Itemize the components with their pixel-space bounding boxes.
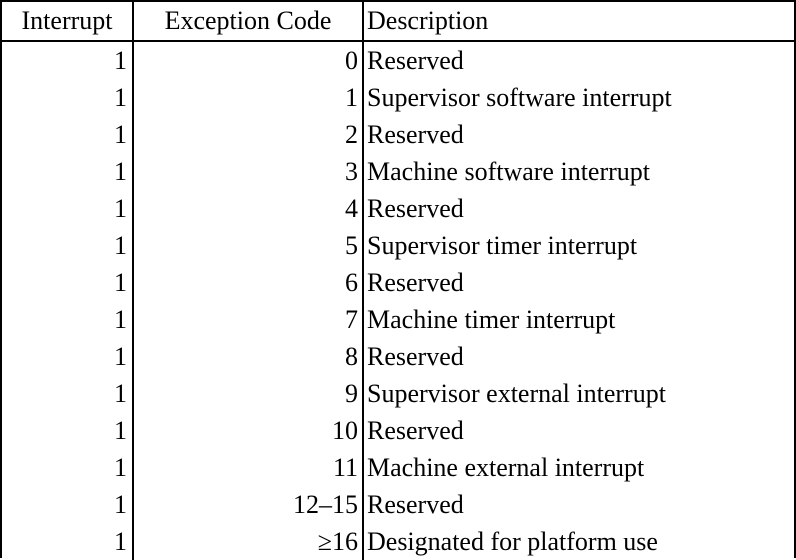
- description-cell: Designated for platform use: [367, 527, 658, 556]
- interrupt-cell: 1: [2, 523, 134, 560]
- table-row: 1 0 Reserved: [2, 41, 794, 79]
- table-row: 1 12–15 Reserved: [2, 486, 794, 523]
- interrupt-cell: 1: [2, 301, 134, 338]
- interrupt-cell: 1: [2, 41, 134, 79]
- table-row: 1 5 Supervisor timer interrupt: [2, 227, 794, 264]
- description-cell: Supervisor timer interrupt: [367, 231, 638, 260]
- table-row: 1 4 Reserved: [2, 190, 794, 227]
- exception-code-cell: 12–15: [133, 486, 364, 523]
- description-cell: Reserved: [367, 416, 464, 445]
- exception-code-cell: ≥16: [133, 523, 364, 560]
- table-row: 1 1 Supervisor software interrupt: [2, 79, 794, 116]
- interrupt-cell: 1: [2, 412, 134, 449]
- description-cell: Machine software interrupt: [367, 157, 651, 186]
- description-cell: Machine timer interrupt: [367, 305, 616, 334]
- table-row: 1 3 Machine software interrupt: [2, 153, 794, 190]
- interrupt-cell: 1: [2, 338, 134, 375]
- interrupt-cell: 1: [2, 190, 134, 227]
- exception-code-cell: 11: [133, 449, 364, 486]
- exception-code-cell: 2: [133, 116, 364, 153]
- interrupt-cell: 1: [2, 79, 134, 116]
- exception-code-cell: 9: [133, 375, 364, 412]
- table-row: 1 ≥16 Designated for platform use: [2, 523, 794, 560]
- interrupt-cell: 1: [2, 486, 134, 523]
- interrupt-cell: 1: [2, 264, 134, 301]
- description-cell: Reserved: [367, 268, 464, 297]
- interrupt-cell: 1: [2, 153, 134, 190]
- description-cell: Supervisor external interrupt: [367, 379, 666, 408]
- interrupt-cell: 1: [2, 375, 134, 412]
- table-row: 1 7 Machine timer interrupt: [2, 301, 794, 338]
- table-row: 1 8 Reserved: [2, 338, 794, 375]
- table-row: 1 10 Reserved: [2, 412, 794, 449]
- description-cell: Reserved: [367, 490, 464, 519]
- table-row: 1 11 Machine external interrupt: [2, 449, 794, 486]
- description-cell: Reserved: [367, 46, 464, 75]
- header-description: Description: [363, 2, 794, 42]
- description-cell: Supervisor software interrupt: [367, 83, 672, 112]
- exception-code-cell: 5: [133, 227, 364, 264]
- exception-code-cell: 1: [133, 79, 364, 116]
- exception-code-cell: 3: [133, 153, 364, 190]
- description-cell: Reserved: [367, 120, 464, 149]
- exception-code-cell: 8: [133, 338, 364, 375]
- table-row: 1 2 Reserved: [2, 116, 794, 153]
- table-body: 1 0 Reserved 1 1 Supervisor software interrup…: [2, 41, 794, 560]
- table-row: 1 9 Supervisor external interrupt: [2, 375, 794, 412]
- interrupt-cell: 1: [2, 227, 134, 264]
- header-exception-code: Exception Code: [133, 2, 364, 42]
- description-cell: Machine external interrupt: [367, 453, 645, 482]
- header-interrupt: Interrupt: [2, 2, 134, 42]
- description-cell: Reserved: [367, 194, 464, 223]
- interrupt-cell: 1: [2, 449, 134, 486]
- exception-code-cell: 6: [133, 264, 364, 301]
- header-row: Interrupt Exception Code Description: [2, 2, 794, 42]
- exception-code-cell: 0: [133, 41, 364, 79]
- exception-code-cell: 4: [133, 190, 364, 227]
- exception-code-cell: 7: [133, 301, 364, 338]
- table-row: 1 6 Reserved: [2, 264, 794, 301]
- description-cell: Reserved: [367, 342, 464, 371]
- exception-code-cell: 10: [133, 412, 364, 449]
- interrupt-cell: 1: [2, 116, 134, 153]
